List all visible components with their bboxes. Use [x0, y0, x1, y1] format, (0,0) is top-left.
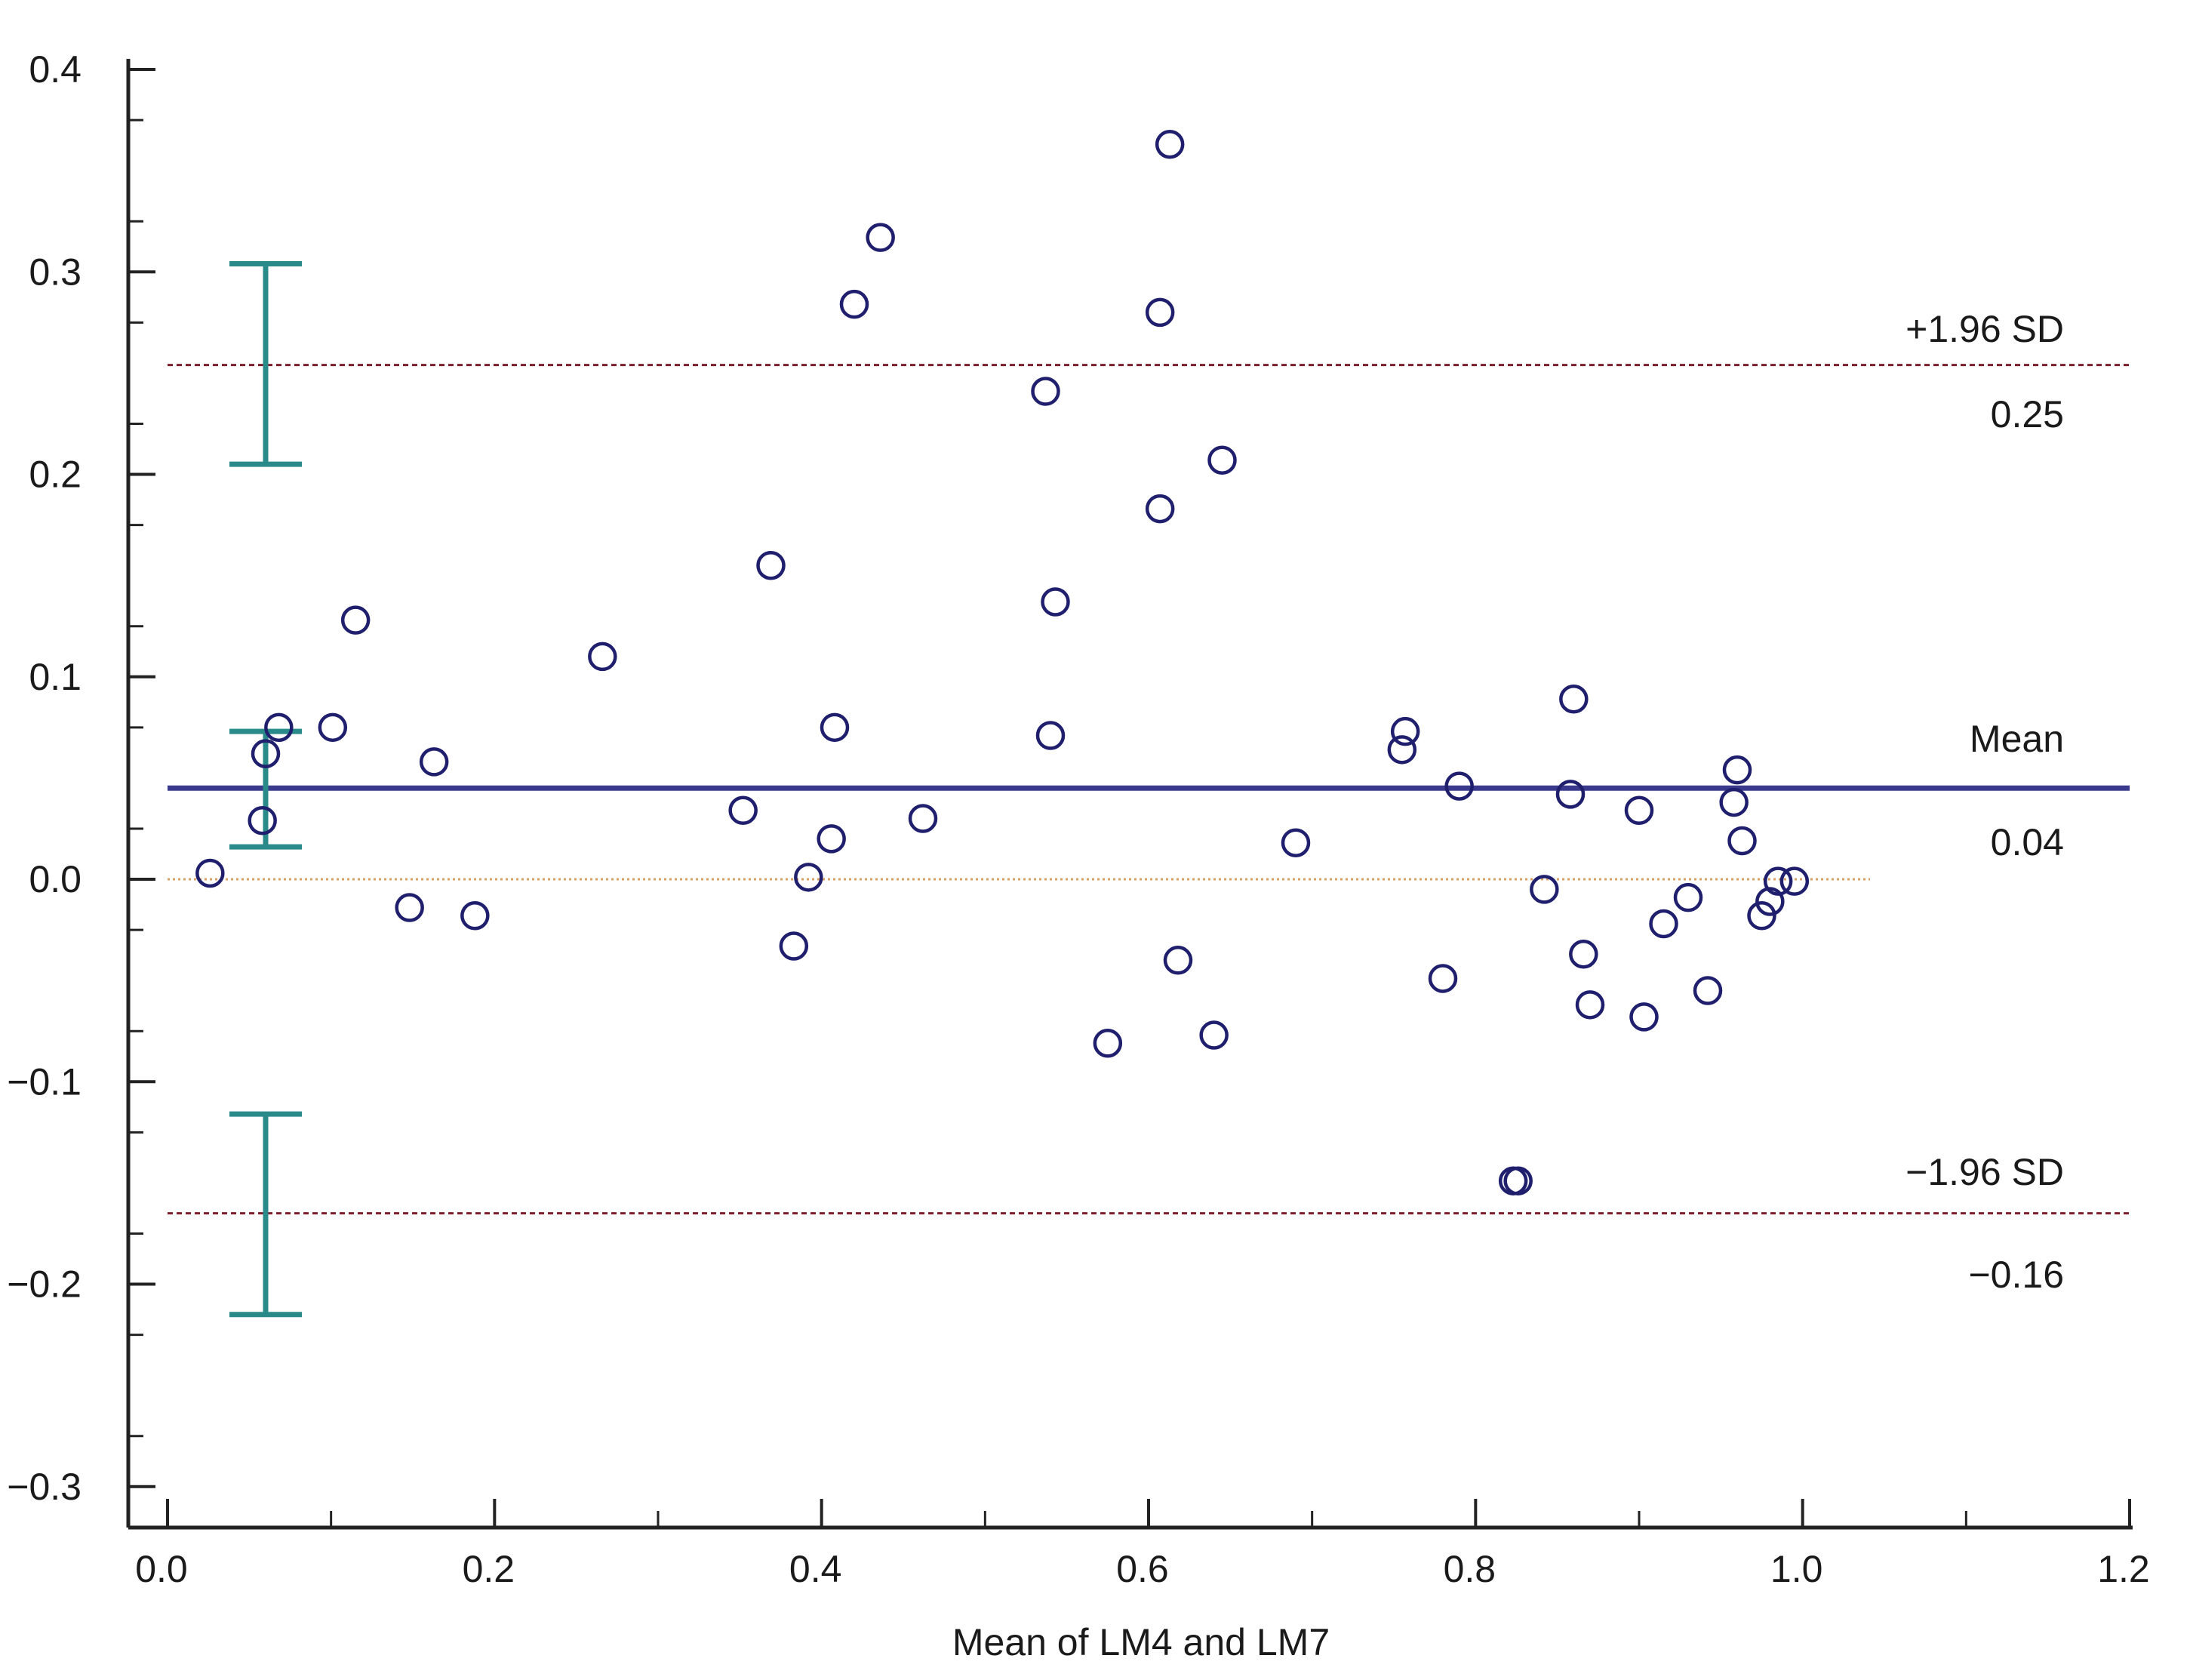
data-point-37: [1530, 875, 1559, 904]
confidence-interval-bars: [229, 261, 302, 1318]
data-point-12: [756, 550, 786, 580]
data-point-38: [1555, 780, 1586, 809]
lower-loa-value: −0.16: [1968, 1254, 2064, 1296]
reference-line-labels: +1.96 SD 0.25 Mean 0.04 −1.96 SD −0.16: [1905, 308, 2064, 1296]
x-tick-label-1: 0.2: [463, 1548, 515, 1590]
data-point-26: [1155, 130, 1185, 159]
data-point-31: [1387, 735, 1417, 765]
data-point-3: [251, 739, 281, 768]
data-point-34: [1444, 771, 1474, 801]
data-point-33: [1428, 964, 1458, 993]
y-tick-label-7: −0.3: [7, 1466, 82, 1508]
data-point-11: [728, 795, 758, 826]
data-point-44: [1649, 909, 1678, 939]
mean-value: 0.04: [1991, 821, 2064, 863]
data-point-27: [1163, 946, 1193, 975]
data-point-20: [1031, 377, 1060, 406]
mean-label: Mean: [1970, 718, 2064, 760]
data-point-51: [1755, 887, 1785, 916]
y-tick-label-4: 0.0: [29, 858, 82, 900]
x-tick-label-2: 0.4: [789, 1548, 842, 1590]
data-point-14: [794, 863, 823, 892]
data-point-52: [1763, 866, 1793, 896]
y-tick-label-3: 0.1: [29, 656, 82, 698]
data-point-5: [318, 712, 348, 743]
data-point-1: [195, 858, 225, 888]
data-point-10: [588, 642, 617, 672]
data-point-43: [1629, 1002, 1659, 1032]
data-point-39: [1559, 685, 1589, 714]
data-point-28: [1199, 1020, 1229, 1050]
data-point-50: [1747, 901, 1776, 931]
data-point-23: [1093, 1029, 1123, 1058]
y-tick-label-2: 0.2: [29, 454, 82, 496]
upper-loa-label: +1.96 SD: [1905, 308, 2064, 350]
y-tick-label-0: 0.4: [29, 48, 82, 91]
data-point-24: [1145, 494, 1175, 524]
x-tick-label-3: 0.6: [1116, 1548, 1169, 1590]
x-tick-label-6: 1.2: [2097, 1548, 2150, 1590]
data-point-48: [1722, 755, 1752, 785]
data-point-9: [460, 901, 490, 931]
data-point-32: [1390, 716, 1420, 746]
data-point-16: [820, 712, 850, 743]
y-tick-label-6: −0.2: [7, 1263, 82, 1306]
data-point-29: [1207, 445, 1237, 475]
axes: 0.4 0.3 0.2 0.1 0.0 −0.1 −0.2 −0.3 0.0 0.2 0.4 0.6 0…: [7, 48, 2149, 1590]
data-point-40: [1569, 940, 1598, 969]
data-point-46: [1693, 976, 1723, 1005]
data-point-7: [395, 893, 424, 922]
reference-lines: [168, 364, 2130, 1215]
data-point-8: [419, 747, 449, 777]
y-tick-label-1: 0.3: [29, 251, 82, 293]
x-tick-label-4: 0.8: [1444, 1548, 1496, 1590]
lower-loa-label: −1.96 SD: [1905, 1151, 2064, 1193]
x-tick-label-5: 1.0: [1770, 1548, 1823, 1590]
data-point-4: [264, 712, 294, 743]
data-point-30: [1281, 828, 1311, 857]
data-point-25: [1145, 297, 1175, 328]
data-point-18: [866, 223, 895, 252]
data-points: [195, 130, 1810, 1195]
data-point-36: [1503, 1166, 1533, 1195]
data-point-22: [1041, 587, 1070, 617]
data-point-2: [248, 805, 277, 835]
data-point-15: [817, 824, 846, 854]
data-point-17: [839, 289, 869, 319]
data-point-19: [908, 804, 938, 833]
x-axis-label: Mean of LM4 and LM7: [952, 1621, 1330, 1663]
data-point-21: [1035, 721, 1066, 750]
y-tick-label-5: −0.1: [7, 1060, 82, 1103]
data-point-13: [779, 931, 809, 961]
data-point-41: [1575, 990, 1605, 1020]
data-point-49: [1727, 826, 1757, 856]
upper-loa-value: 0.25: [1991, 393, 2064, 435]
data-point-53: [1779, 866, 1810, 896]
data-point-42: [1624, 795, 1654, 826]
data-point-6: [340, 605, 371, 635]
data-point-45: [1673, 882, 1703, 912]
x-tick-label-0: 0.0: [135, 1548, 188, 1590]
data-point-47: [1719, 787, 1749, 817]
